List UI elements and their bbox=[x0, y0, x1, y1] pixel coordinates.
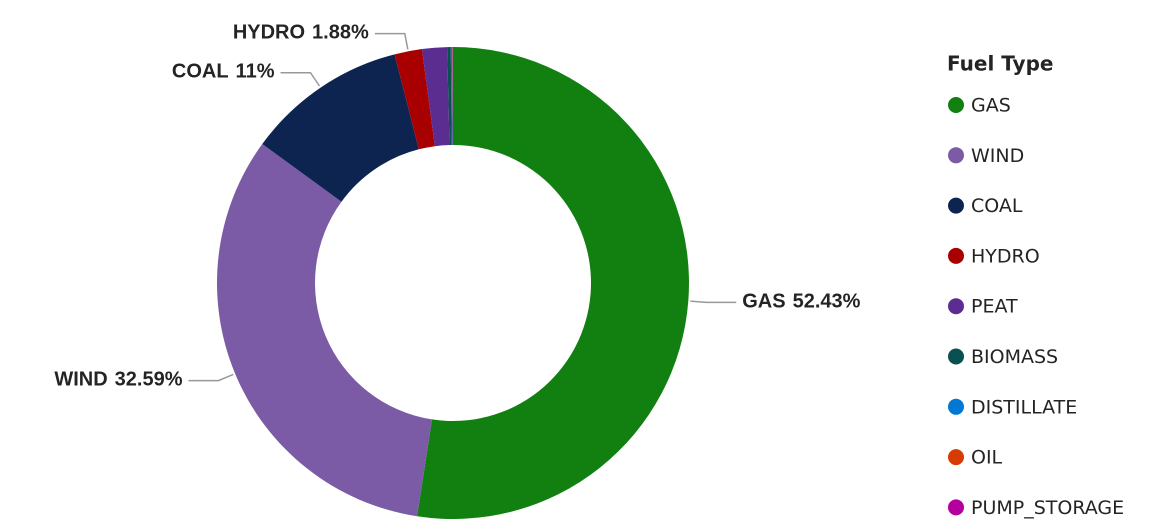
legend-label: BIOMASS bbox=[971, 346, 1058, 368]
legend-marker bbox=[948, 197, 964, 214]
legend-label: OIL bbox=[971, 447, 1003, 469]
data-label: WIND 32.59% bbox=[54, 369, 182, 391]
legend-marker bbox=[948, 499, 964, 516]
leader-line bbox=[374, 32, 409, 50]
data-label-value: 11% bbox=[236, 61, 275, 83]
donut-slice bbox=[447, 47, 452, 146]
legend-label: PUMP_STORAGE bbox=[971, 497, 1124, 519]
leader-line bbox=[280, 71, 321, 87]
legend-marker bbox=[948, 298, 964, 315]
data-label: COAL 11% bbox=[172, 61, 275, 83]
donut-slice bbox=[394, 49, 435, 150]
legend-title: Fuel Type bbox=[947, 52, 1053, 76]
legend-label: DISTILLATE bbox=[971, 396, 1077, 418]
leader-line bbox=[690, 300, 737, 304]
data-label: GAS 52.43% bbox=[742, 291, 860, 313]
data-label-category: GAS bbox=[742, 291, 785, 313]
legend-marker bbox=[948, 449, 964, 466]
donut-slice bbox=[421, 47, 450, 147]
legend-marker bbox=[948, 348, 964, 365]
legend-label: WIND bbox=[971, 145, 1024, 167]
data-label-category: WIND bbox=[54, 369, 107, 391]
donut-slice bbox=[450, 47, 453, 146]
legend-marker bbox=[948, 398, 964, 415]
legend-marker bbox=[948, 97, 964, 113]
legend-marker bbox=[948, 247, 964, 264]
data-label-category: HYDRO bbox=[233, 22, 305, 44]
data-label-category: COAL bbox=[172, 61, 229, 83]
leader-line bbox=[188, 373, 234, 382]
data-label: HYDRO 1.88% bbox=[233, 22, 369, 44]
donut-slice bbox=[452, 47, 453, 146]
legend-label: COAL bbox=[971, 195, 1023, 217]
data-label-value: 1.88% bbox=[312, 22, 369, 44]
legend-label: HYDRO bbox=[971, 245, 1040, 267]
donut-slice bbox=[262, 54, 419, 202]
donut-slice bbox=[216, 144, 433, 517]
legend-label: GAS bbox=[971, 95, 1011, 117]
data-label-value: 32.59% bbox=[115, 369, 183, 391]
donut-slice bbox=[417, 47, 690, 519]
legend-label: PEAT bbox=[971, 296, 1018, 318]
legend-marker bbox=[948, 147, 964, 164]
data-label-value: 52.43% bbox=[793, 291, 861, 313]
